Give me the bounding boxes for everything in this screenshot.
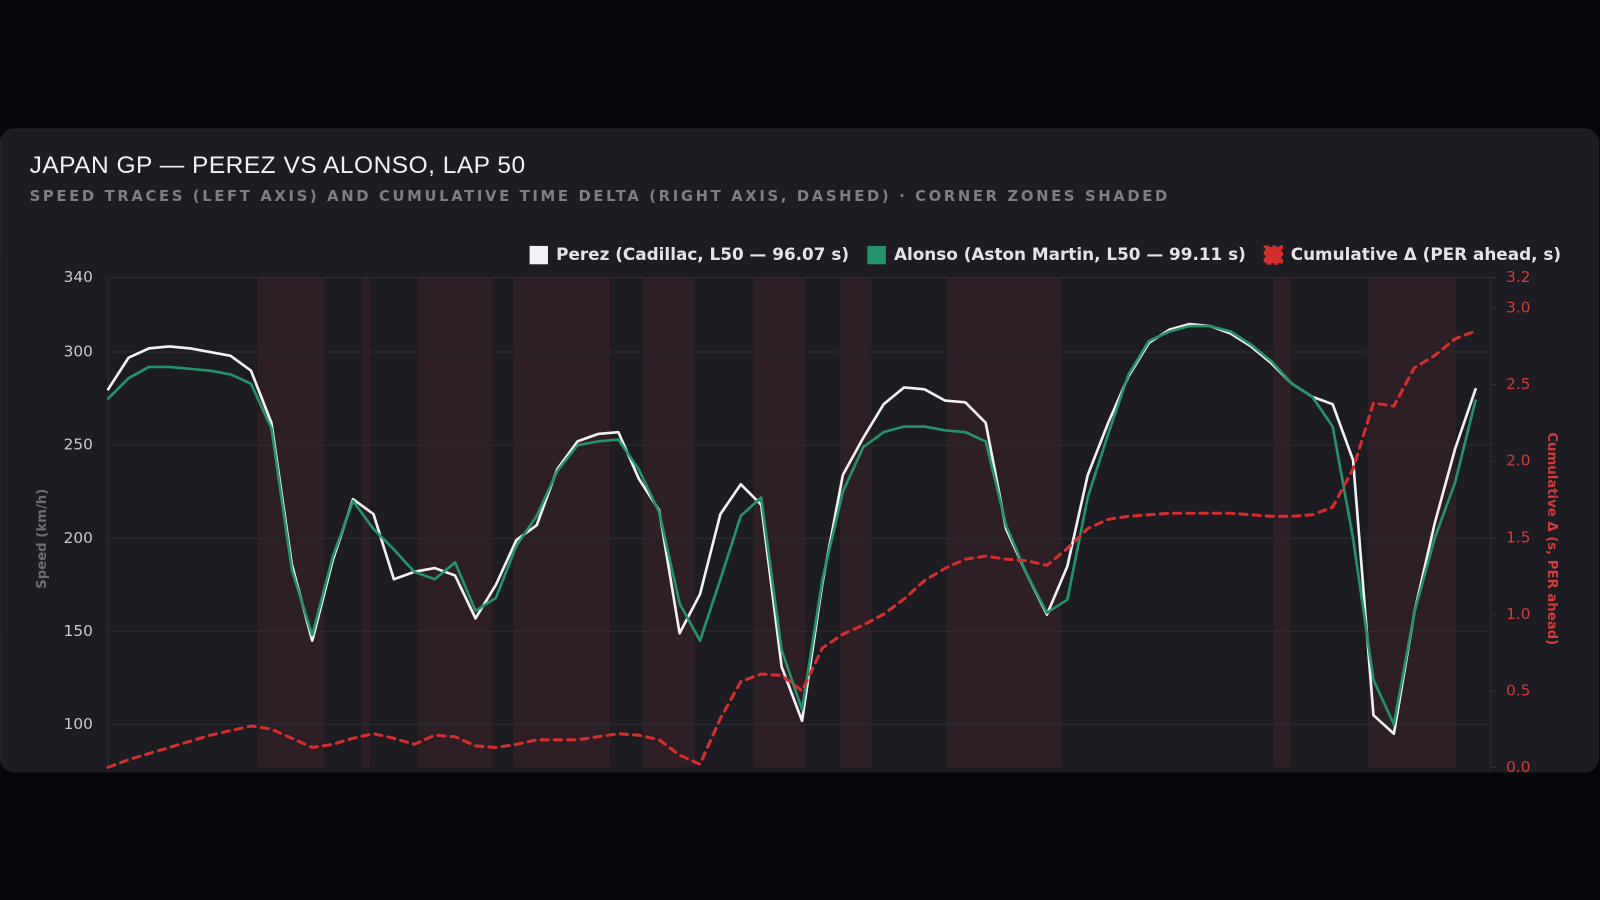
y-tick-label: 150 [64,622,93,640]
legend-label: Perez (Cadillac, L50 — 96.07 s) [556,244,849,264]
legend-swatch [1263,245,1284,265]
y2-tick-label: 1.5 [1506,528,1530,546]
legend: Perez (Cadillac, L50 — 96.07 s) Alonso (A… [529,244,1561,265]
y-tick-label: 300 [64,343,93,361]
y-tick-label: 200 [64,529,93,547]
legend-label: Cumulative Δ (PER ahead, s) [1291,244,1561,264]
chart-subtitle: SPEED TRACES (LEFT AXIS) AND CUMULATIVE … [30,188,1170,205]
corner-zone [642,277,695,768]
corner-zone [839,277,872,768]
y2-tick-label: 1.0 [1506,605,1530,623]
y-tick-label: 340 [64,268,93,286]
y-tick-label: 250 [64,436,93,454]
y2-axis-title: Cumulative Δ (s, PER ahead) [1544,432,1559,645]
y2-tick-label: 3.0 [1506,299,1530,317]
corner-zone [1273,277,1291,768]
y-tick-label: 100 [64,715,93,733]
plot: 100 150 200 250 300 340 0.0 0.5 1.0 1.5 2.0 2.5 3.0 3… [64,268,1530,776]
y2-tick-label: 0.0 [1506,758,1530,776]
legend-label: Alonso (Aston Martin, L50 — 99.11 s) [894,244,1246,264]
y2-tick-label: 0.5 [1506,681,1530,699]
y2-tick-label: 3.2 [1506,268,1530,286]
chart-title: JAPAN GP — PEREZ VS ALONSO, LAP 50 [30,152,526,179]
delta-line [106,329,1478,769]
corner-zone [258,277,325,768]
corner-zone [513,277,611,768]
y-axis-title: Speed (km/h) [35,489,50,589]
speed-line [106,324,1477,726]
legend-swatch [529,245,548,265]
card: JAPAN GP — PEREZ VS ALONSO, LAP 50 SPEED… [0,128,1599,776]
corner-zone [362,277,370,768]
corner-zone [418,277,493,768]
legend-swatch [867,245,886,265]
y2-tick-label: 2.0 [1506,452,1530,470]
y2-tick-label: 2.5 [1506,375,1530,393]
